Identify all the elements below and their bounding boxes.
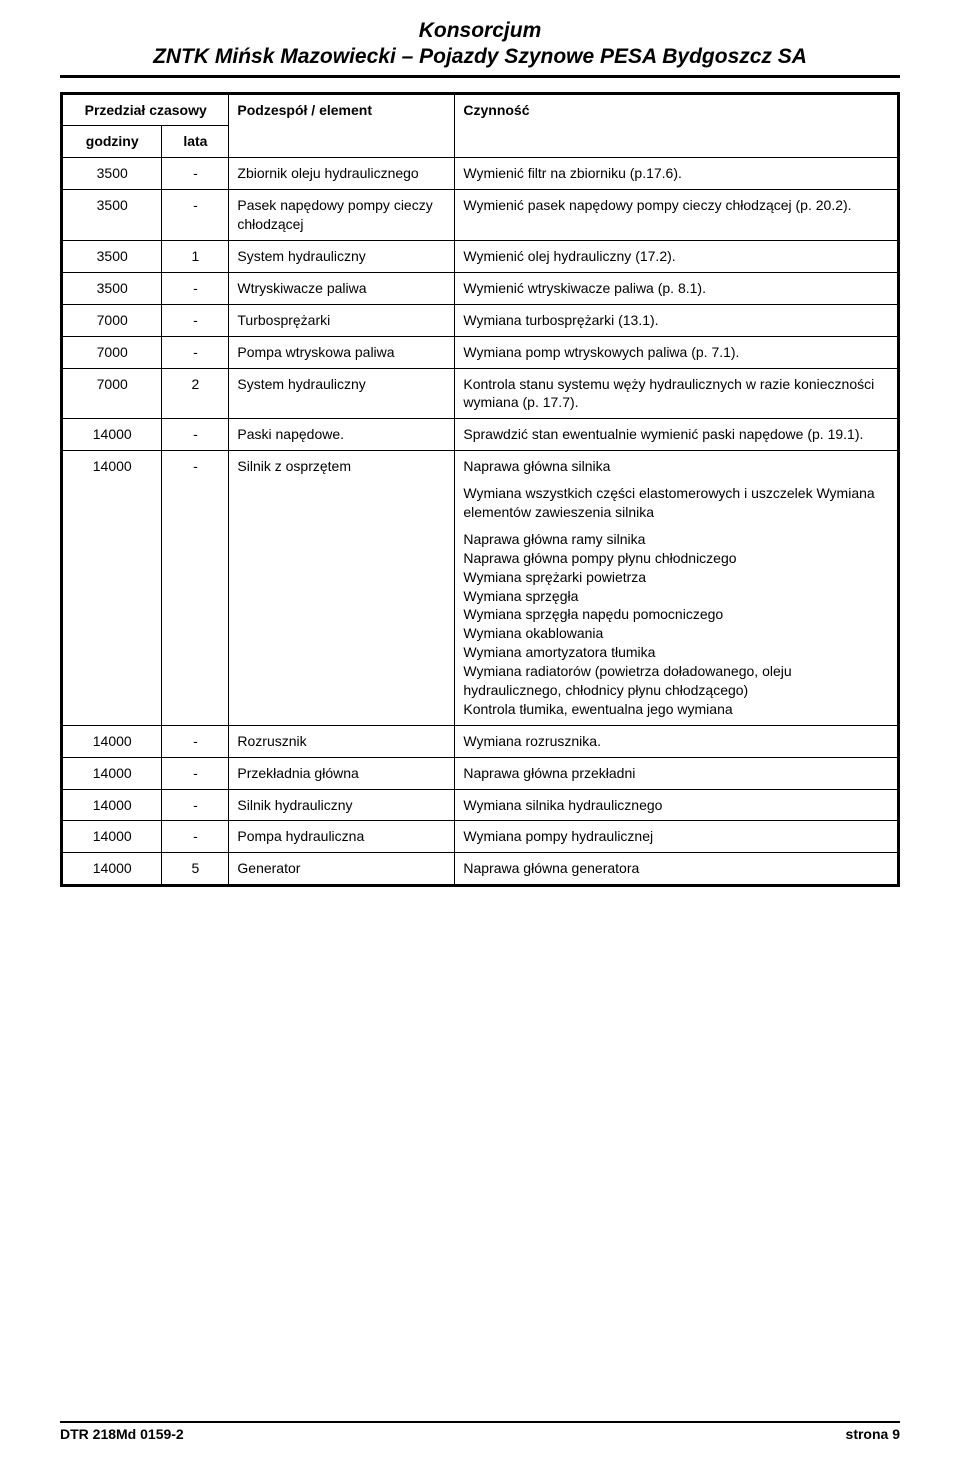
table-row: 14000-Silnik hydraulicznyWymiana silnika…	[62, 789, 899, 821]
cell-podzespol: Przekładnia główna	[229, 757, 455, 789]
cell-czynnosc: Wymienić filtr na zbiorniku (p.17.6).	[455, 158, 899, 190]
cell-podzespol: Silnik hydrauliczny	[229, 789, 455, 821]
cell-lata: -	[162, 158, 229, 190]
table-row: 70002System hydraulicznyKontrola stanu s…	[62, 368, 899, 419]
cell-lata: -	[162, 419, 229, 451]
cell-lata: 1	[162, 240, 229, 272]
table-row: 14000-Pompa hydraulicznaWymiana pompy hy…	[62, 821, 899, 853]
table-row: 14000-RozrusznikWymiana rozrusznika.	[62, 725, 899, 757]
cell-czynnosc: Wymiana silnika hydraulicznego	[455, 789, 899, 821]
th-podzespol: Podzespół / element	[229, 93, 455, 158]
maintenance-table: Przedział czasowy Podzespół / element Cz…	[60, 92, 900, 888]
cell-czynnosc: Naprawa główna silnikaWymiana wszystkich…	[455, 451, 899, 726]
page-header: Konsorcjum ZNTK Mińsk Mazowiecki – Pojaz…	[60, 18, 900, 78]
cell-godziny: 14000	[62, 451, 162, 726]
table-row: 3500-Zbiornik oleju hydraulicznegoWymien…	[62, 158, 899, 190]
cell-podzespol: Wtryskiwacze paliwa	[229, 272, 455, 304]
cell-czynnosc: Wymienić wtryskiwacze paliwa (p. 8.1).	[455, 272, 899, 304]
cell-podzespol: System hydrauliczny	[229, 240, 455, 272]
table-row: 14000-Paski napędowe.Sprawdzić stan ewen…	[62, 419, 899, 451]
cell-lata: -	[162, 725, 229, 757]
cell-lata: -	[162, 451, 229, 726]
cell-podzespol: Rozrusznik	[229, 725, 455, 757]
cell-podzespol: Silnik z osprzętem	[229, 451, 455, 726]
page-footer: DTR 218Md 0159-2 strona 9	[60, 1421, 900, 1442]
table-row: 140005GeneratorNaprawa główna generatora	[62, 853, 899, 886]
cell-podzespol: System hydrauliczny	[229, 368, 455, 419]
cell-czynnosc: Naprawa główna przekładni	[455, 757, 899, 789]
cell-lata: -	[162, 190, 229, 241]
header-line-2: ZNTK Mińsk Mazowiecki – Pojazdy Szynowe …	[153, 45, 807, 68]
cell-czynnosc: Wymiana rozrusznika.	[455, 725, 899, 757]
cell-godziny: 14000	[62, 853, 162, 886]
cell-czynnosc: Sprawdzić stan ewentualnie wymienić pask…	[455, 419, 899, 451]
th-czynnosc: Czynność	[455, 93, 899, 158]
cell-godziny: 3500	[62, 158, 162, 190]
cell-podzespol: Paski napędowe.	[229, 419, 455, 451]
cell-lata: -	[162, 757, 229, 789]
table-row: 14000-Silnik z osprzętemNaprawa główna s…	[62, 451, 899, 726]
cell-lata: -	[162, 821, 229, 853]
cell-godziny: 3500	[62, 272, 162, 304]
table-row: 35001System hydraulicznyWymienić olej hy…	[62, 240, 899, 272]
table-row: 7000-TurbosprężarkiWymiana turbosprężark…	[62, 304, 899, 336]
cell-czynnosc: Wymiana turbosprężarki (13.1).	[455, 304, 899, 336]
cell-lata: -	[162, 304, 229, 336]
cell-godziny: 7000	[62, 368, 162, 419]
cell-godziny: 14000	[62, 821, 162, 853]
th-lata: lata	[162, 126, 229, 158]
table-row: 7000-Pompa wtryskowa paliwaWymiana pomp …	[62, 336, 899, 368]
th-przedzial: Przedział czasowy	[62, 93, 229, 126]
cell-godziny: 3500	[62, 190, 162, 241]
th-godziny: godziny	[62, 126, 162, 158]
cell-lata: -	[162, 336, 229, 368]
cell-podzespol: Turbosprężarki	[229, 304, 455, 336]
cell-podzespol: Pompa hydrauliczna	[229, 821, 455, 853]
cell-podzespol: Pasek napędowy pompy cieczy chłodzącej	[229, 190, 455, 241]
cell-czynnosc: Wymiana pomp wtryskowych paliwa (p. 7.1)…	[455, 336, 899, 368]
cell-godziny: 7000	[62, 304, 162, 336]
cell-czynnosc: Naprawa główna generatora	[455, 853, 899, 886]
header-line-1: Konsorcjum	[419, 19, 542, 42]
table-row: 3500-Wtryskiwacze paliwaWymienić wtryski…	[62, 272, 899, 304]
cell-podzespol: Zbiornik oleju hydraulicznego	[229, 158, 455, 190]
cell-podzespol: Pompa wtryskowa paliwa	[229, 336, 455, 368]
cell-godziny: 3500	[62, 240, 162, 272]
cell-godziny: 14000	[62, 725, 162, 757]
footer-right: strona 9	[846, 1426, 900, 1442]
cell-czynnosc: Wymiana pompy hydraulicznej	[455, 821, 899, 853]
cell-czynnosc: Kontrola stanu systemu węży hydrauliczny…	[455, 368, 899, 419]
table-row: 3500-Pasek napędowy pompy cieczy chłodzą…	[62, 190, 899, 241]
cell-godziny: 14000	[62, 757, 162, 789]
cell-lata: 5	[162, 853, 229, 886]
cell-godziny: 7000	[62, 336, 162, 368]
table-row: 14000-Przekładnia głównaNaprawa główna p…	[62, 757, 899, 789]
cell-godziny: 14000	[62, 789, 162, 821]
cell-lata: 2	[162, 368, 229, 419]
cell-godziny: 14000	[62, 419, 162, 451]
cell-lata: -	[162, 272, 229, 304]
cell-czynnosc: Wymienić pasek napędowy pompy cieczy chł…	[455, 190, 899, 241]
footer-left: DTR 218Md 0159-2	[60, 1426, 184, 1442]
cell-czynnosc: Wymienić olej hydrauliczny (17.2).	[455, 240, 899, 272]
cell-lata: -	[162, 789, 229, 821]
cell-podzespol: Generator	[229, 853, 455, 886]
